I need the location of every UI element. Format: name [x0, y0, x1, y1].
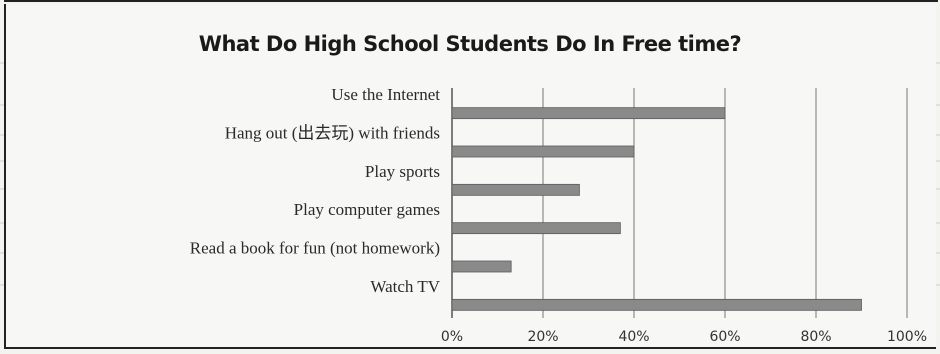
- bar: [451, 260, 512, 273]
- category-label: Watch TV: [370, 277, 440, 296]
- bar: [451, 107, 726, 120]
- category-label: Hang out (出去玩) with friends: [225, 124, 440, 143]
- x-tick-label: 20%: [527, 329, 558, 345]
- x-tick-label: 0%: [441, 329, 463, 345]
- x-tick-label: 40%: [618, 329, 649, 345]
- category-label: Read a book for fun (not homework): [190, 239, 440, 258]
- bar: [451, 183, 580, 196]
- x-tick-label: 60%: [709, 329, 740, 345]
- top-border: [4, 0, 938, 20]
- x-tick-label: 80%: [800, 329, 831, 345]
- chart-title: What Do High School Students Do In Free …: [198, 32, 742, 56]
- category-label: Use the Internet: [331, 85, 440, 104]
- x-tick-label: 100%: [887, 329, 927, 345]
- bar: [451, 222, 621, 235]
- category-label: Play sports: [365, 162, 440, 181]
- category-label: Play computer games: [294, 200, 440, 219]
- bar: [451, 145, 635, 158]
- bar: [451, 298, 862, 311]
- chart-frame: [4, 4, 936, 349]
